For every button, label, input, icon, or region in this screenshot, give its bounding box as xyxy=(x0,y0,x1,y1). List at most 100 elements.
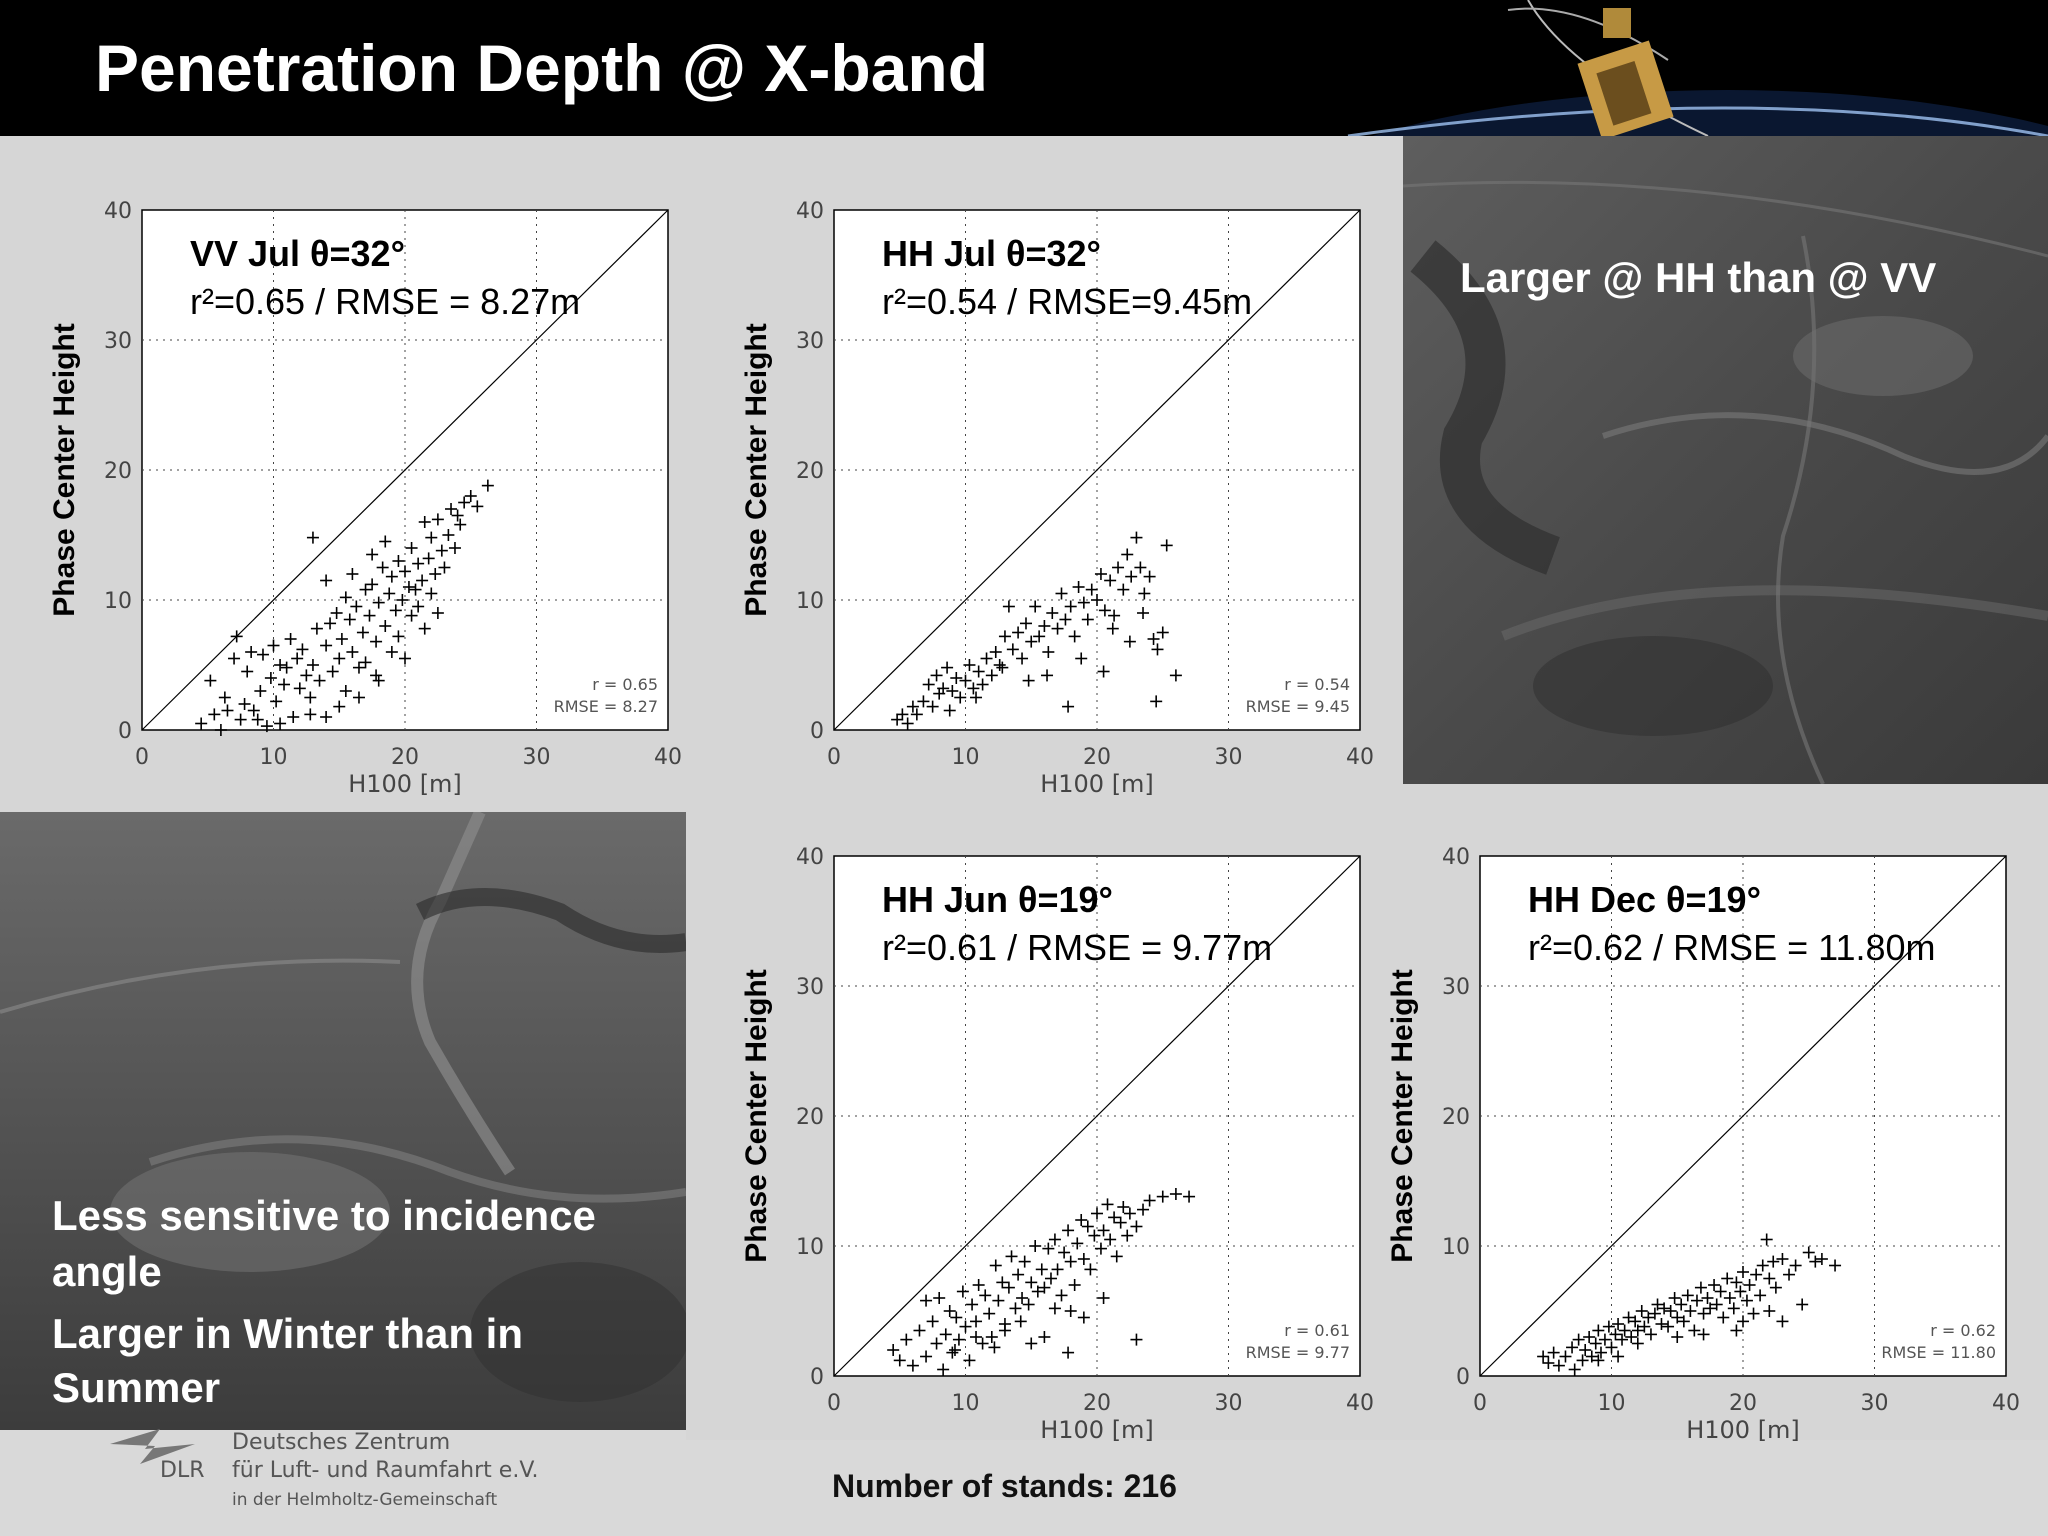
data-point xyxy=(435,544,448,557)
data-point xyxy=(1005,1250,1018,1263)
data-point xyxy=(1081,1220,1094,1233)
x-tick-label: 0 xyxy=(827,1391,841,1416)
data-point xyxy=(1559,1350,1572,1363)
data-point xyxy=(1077,1311,1090,1324)
data-point xyxy=(1025,1276,1038,1289)
data-point xyxy=(1547,1346,1560,1359)
scatter-chart-vv-jul: 0 10 20 30 40 0 10 20 30 40 VV Jul θ=32° r²=0.65 / … xyxy=(48,199,682,798)
one-to-one-line xyxy=(1479,855,2007,1377)
data-point xyxy=(1031,1285,1044,1298)
data-point xyxy=(402,581,415,593)
data-point xyxy=(1767,1255,1780,1268)
chart-subtitle: r²=0.54 / RMSE=9.45m xyxy=(882,281,1252,322)
data-point xyxy=(1618,1324,1631,1337)
data-point xyxy=(280,661,293,674)
data-point xyxy=(1629,1315,1642,1328)
slide-title: Penetration Depth @ X-band xyxy=(95,31,989,105)
data-point xyxy=(946,685,959,697)
data-point xyxy=(1117,583,1130,596)
data-point xyxy=(1156,626,1169,639)
data-point xyxy=(412,557,425,570)
data-point xyxy=(1071,1237,1084,1250)
data-point xyxy=(1769,1281,1782,1294)
chart-title: HH Jul θ=32° xyxy=(882,233,1101,274)
dlr-line-3: in der Helmholtz-Gemeinschaft xyxy=(232,1490,498,1510)
y-tick-label: 20 xyxy=(104,459,132,484)
data-point xyxy=(1655,1318,1668,1330)
data-point xyxy=(1085,583,1098,596)
data-point xyxy=(1064,600,1077,613)
data-point xyxy=(1114,1216,1127,1229)
data-point xyxy=(1697,1307,1710,1320)
data-point xyxy=(1077,596,1090,609)
data-point xyxy=(1125,570,1138,583)
data-point xyxy=(1064,1305,1077,1317)
data-point xyxy=(1059,613,1072,626)
data-point xyxy=(372,674,385,687)
data-point xyxy=(442,529,455,541)
x-tick-label: 20 xyxy=(1729,1391,1757,1416)
data-point xyxy=(352,691,365,704)
data-point xyxy=(296,643,309,656)
data-point xyxy=(238,698,251,710)
data-point xyxy=(1121,548,1134,561)
data-point xyxy=(359,656,372,669)
x-tick-label: 20 xyxy=(1083,1391,1111,1416)
data-point xyxy=(372,596,385,609)
data-point xyxy=(900,1333,913,1346)
stats-rmse: RMSE = 11.80 xyxy=(1881,1343,1996,1362)
data-point xyxy=(1727,1302,1740,1315)
data-point xyxy=(1112,561,1125,574)
data-point xyxy=(1143,570,1156,583)
data-point xyxy=(422,552,435,565)
data-point xyxy=(948,1344,961,1356)
data-point xyxy=(256,648,269,661)
data-point xyxy=(946,1346,959,1359)
data-point xyxy=(458,496,471,509)
data-point xyxy=(1106,622,1119,635)
data-point xyxy=(1108,1211,1121,1224)
data-point xyxy=(251,713,264,726)
data-point xyxy=(972,665,985,678)
data-point xyxy=(950,672,963,684)
data-point xyxy=(429,568,442,580)
data-point xyxy=(1062,1224,1075,1237)
data-point xyxy=(943,1305,956,1317)
data-point xyxy=(1084,1263,1097,1276)
data-point xyxy=(1566,1341,1579,1354)
data-point xyxy=(1576,1354,1589,1367)
y-tick-label: 40 xyxy=(104,199,132,224)
data-point xyxy=(1605,1341,1618,1354)
x-tick-label: 30 xyxy=(1215,1391,1243,1416)
data-point xyxy=(1081,613,1094,626)
data-point xyxy=(1022,674,1035,687)
left-photo-line-3: Larger in Winter than in xyxy=(52,1310,523,1357)
data-point xyxy=(1572,1333,1585,1346)
data-point xyxy=(926,700,939,713)
data-point xyxy=(1033,630,1046,643)
data-point xyxy=(1763,1272,1776,1285)
stats-r: r = 0.62 xyxy=(1930,1321,1996,1340)
data-point xyxy=(930,669,943,682)
x-tick-label: 0 xyxy=(1473,1391,1487,1416)
y-tick-label: 40 xyxy=(1442,845,1470,870)
data-point xyxy=(313,674,326,687)
data-point xyxy=(1776,1315,1789,1328)
x-tick-label: 10 xyxy=(952,745,980,770)
data-point xyxy=(363,609,376,622)
data-point xyxy=(448,542,461,554)
x-tick-label: 40 xyxy=(654,745,682,770)
x-tick-label: 30 xyxy=(1861,1391,1889,1416)
data-point xyxy=(324,617,337,630)
data-point xyxy=(1776,1253,1789,1265)
data-point xyxy=(330,607,343,619)
data-point xyxy=(1169,669,1182,682)
x-tick-label: 40 xyxy=(1346,745,1374,770)
data-point xyxy=(992,1294,1005,1307)
data-point xyxy=(937,682,950,695)
data-point xyxy=(1568,1363,1581,1376)
data-point xyxy=(1044,1272,1057,1285)
data-point xyxy=(1809,1255,1822,1268)
data-point xyxy=(1651,1298,1664,1311)
data-point xyxy=(976,678,989,691)
